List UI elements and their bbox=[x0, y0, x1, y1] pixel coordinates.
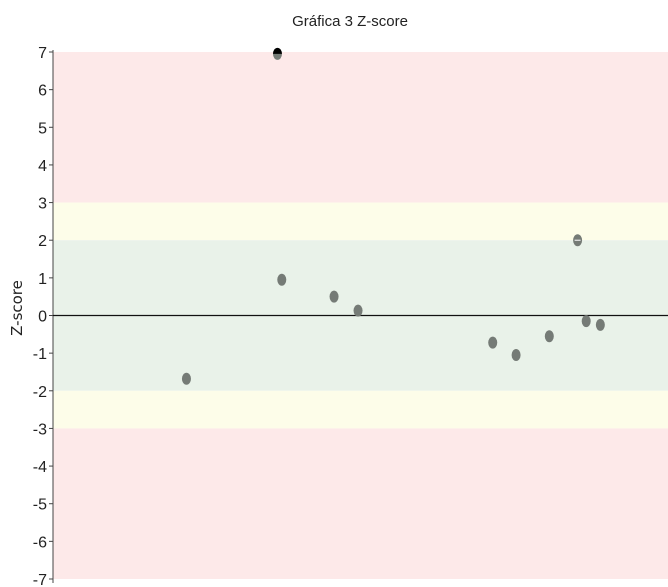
y-tick-label: -4 bbox=[33, 459, 47, 476]
data-point-7 bbox=[511, 349, 521, 362]
zone-band-0 bbox=[53, 52, 668, 203]
zone-band-3 bbox=[53, 390, 668, 429]
points-layer bbox=[181, 47, 605, 385]
chart-title: Gráfica 3 Z-score bbox=[292, 13, 408, 30]
ticks-layer: 7 6 5 4 3 2 1 0 -1 -2 -3 -4 -5 -6 -7 bbox=[33, 45, 53, 587]
data-point-10 bbox=[581, 315, 591, 328]
data-point-1 bbox=[181, 372, 191, 385]
y-tick-label: 4 bbox=[38, 158, 47, 175]
y-axis-label: Z-score bbox=[8, 280, 26, 336]
data-point-5 bbox=[353, 304, 363, 317]
data-point-3 bbox=[277, 273, 287, 286]
zones-layer bbox=[53, 52, 668, 579]
y-tick-label: 1 bbox=[38, 271, 47, 288]
y-tick-label: 0 bbox=[38, 309, 47, 326]
y-tick-label: 3 bbox=[38, 196, 47, 213]
y-tick-label: -3 bbox=[33, 421, 47, 438]
y-tick-label: 5 bbox=[38, 120, 47, 137]
y-tick-label: -1 bbox=[33, 346, 47, 363]
data-point-11 bbox=[595, 318, 605, 331]
data-point-4 bbox=[329, 290, 339, 303]
y-tick-label: -5 bbox=[33, 497, 47, 514]
y-tick-label: -7 bbox=[33, 572, 47, 587]
y-tick-label: -6 bbox=[33, 534, 47, 551]
data-point-8 bbox=[544, 330, 554, 343]
zone-band-4 bbox=[53, 428, 668, 579]
zone-band-1 bbox=[53, 202, 668, 241]
y-tick-label: 7 bbox=[38, 45, 47, 62]
y-tick-label: 6 bbox=[38, 83, 47, 100]
y-tick-label: -2 bbox=[33, 384, 47, 401]
data-point-6 bbox=[488, 336, 498, 349]
off-scale-marker bbox=[272, 47, 282, 54]
y-tick-label: 2 bbox=[38, 233, 47, 250]
